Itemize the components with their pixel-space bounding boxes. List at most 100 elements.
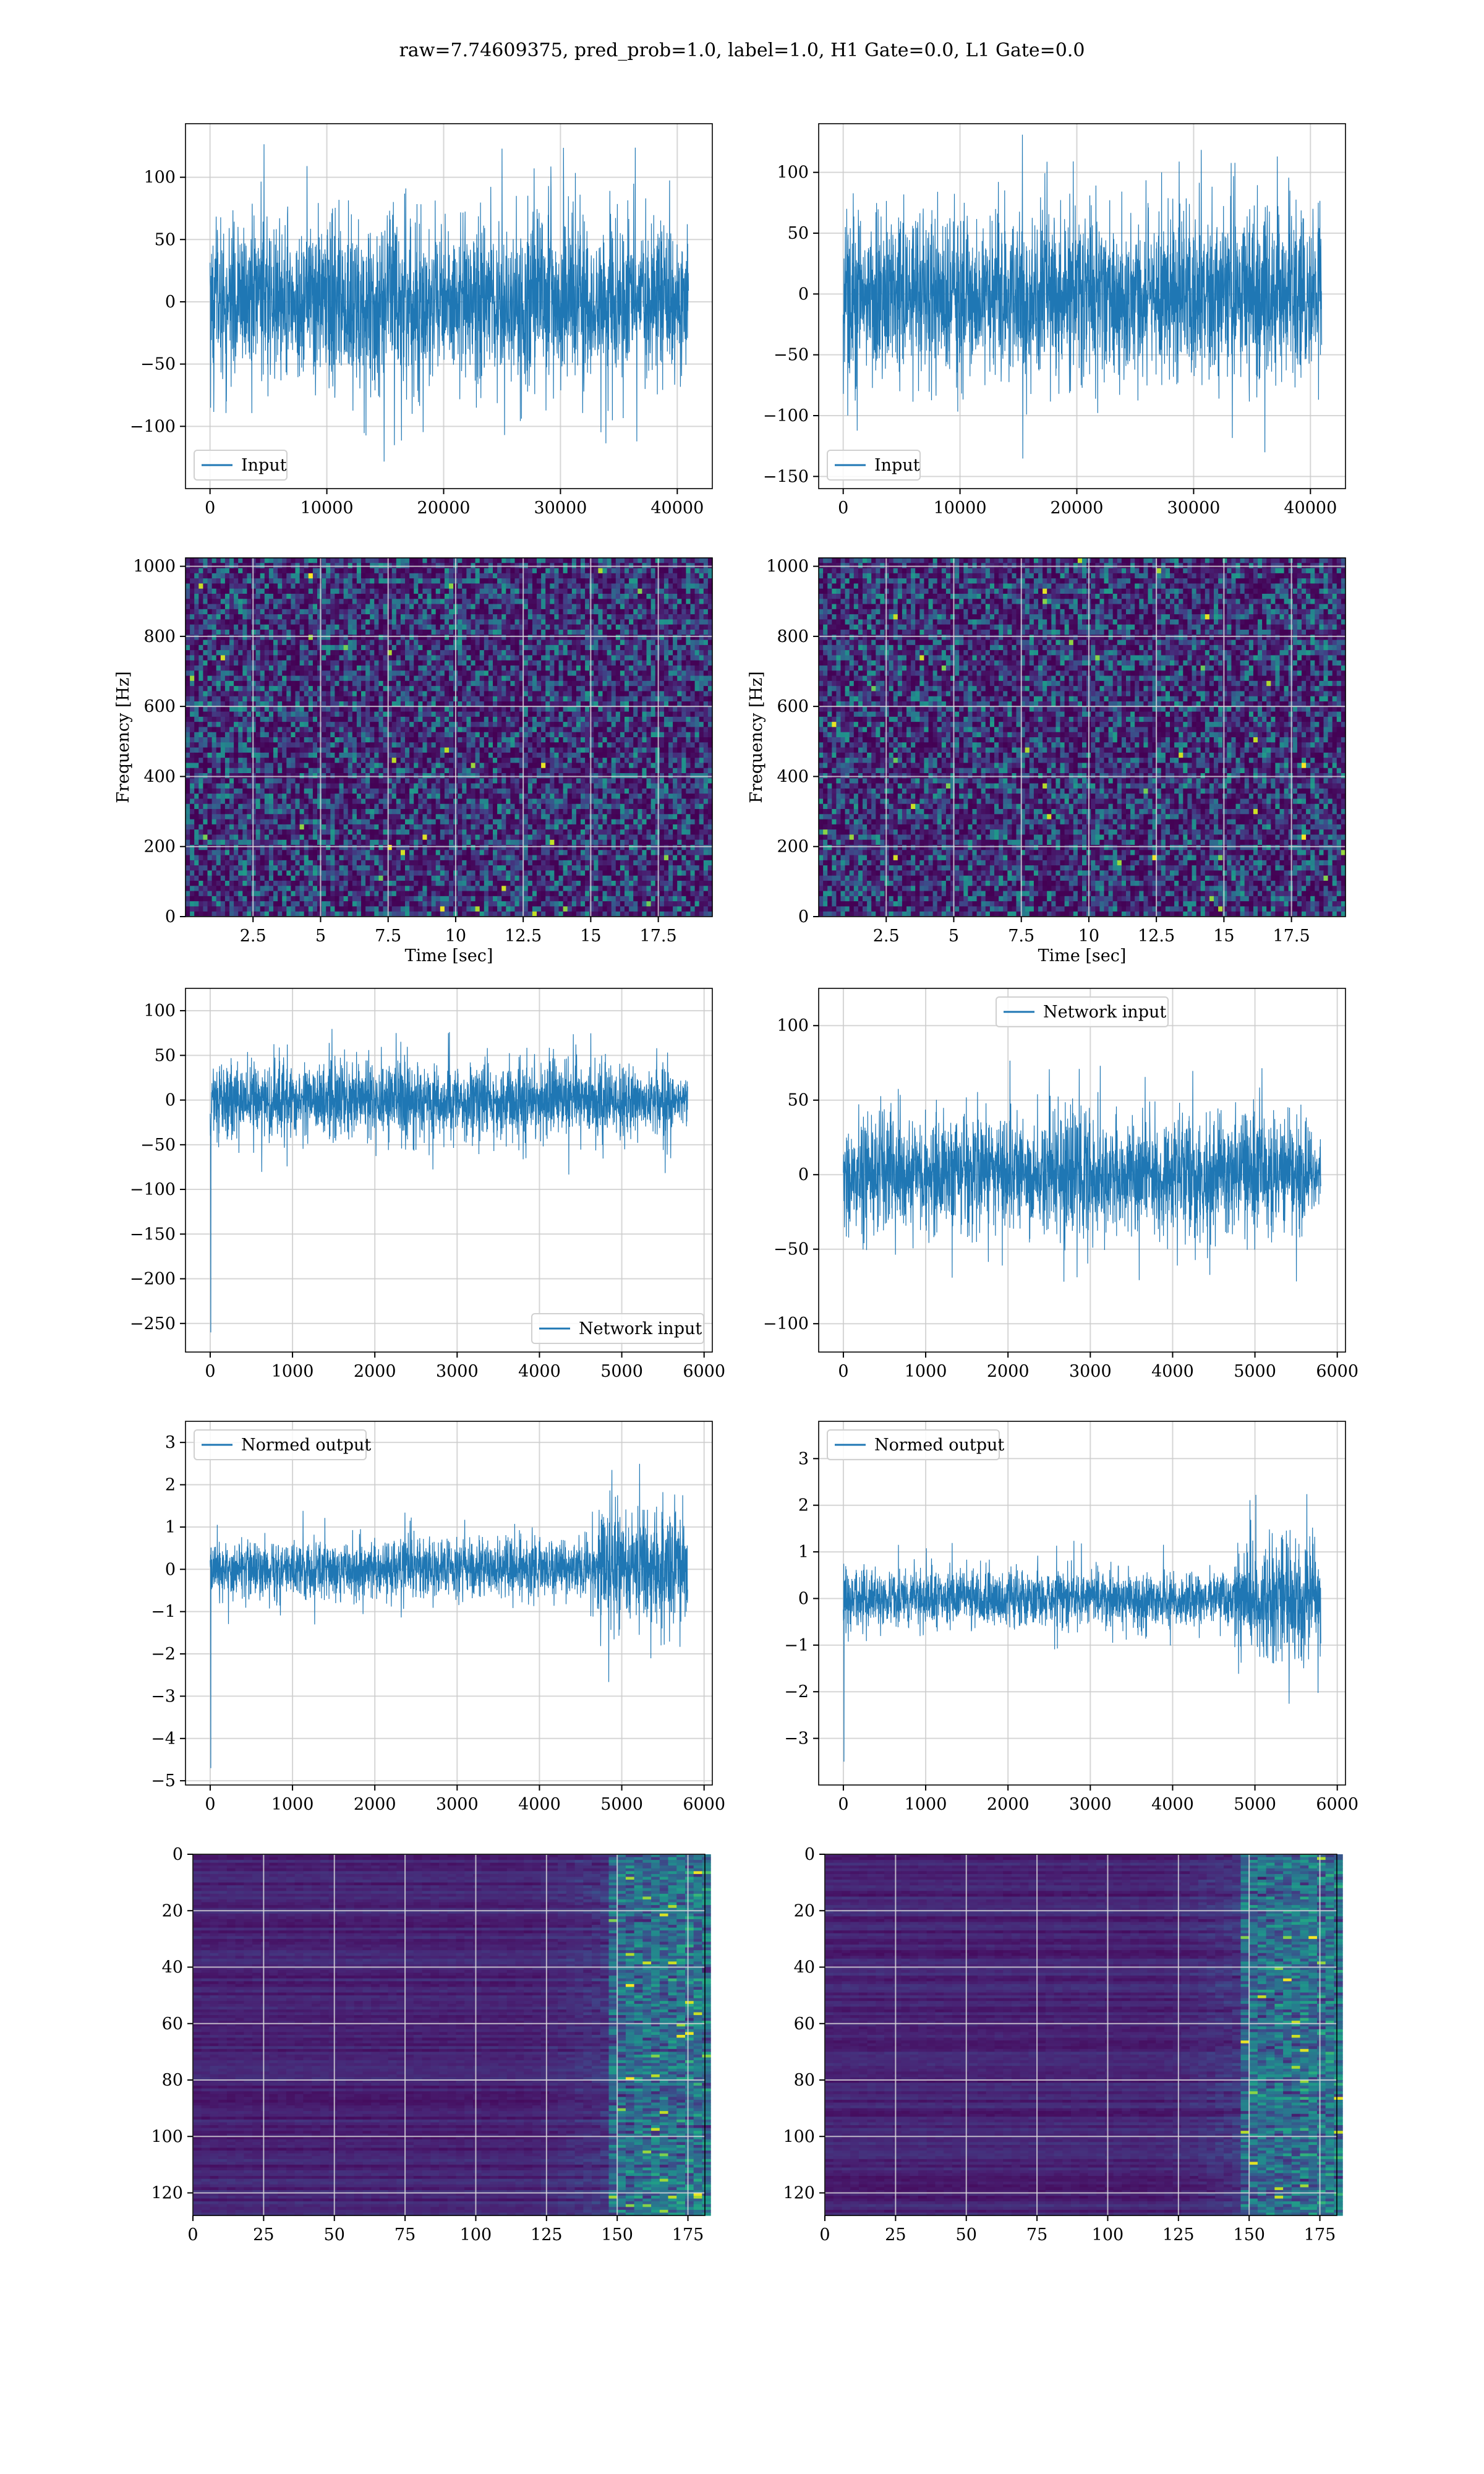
r2c1-cell [537, 655, 542, 661]
r2c1-cell [506, 568, 511, 574]
r2c1-cell [528, 650, 533, 656]
r2c1-cell [660, 676, 665, 682]
r2c1-cell [330, 573, 335, 579]
r2c1-cell [524, 578, 529, 584]
r2c1-cell [282, 722, 287, 727]
r2c1-cell [374, 748, 379, 753]
r2c1-cell [286, 661, 291, 666]
r2c1-cell [313, 635, 318, 640]
r2c1-cell [603, 558, 608, 563]
r2c1-cell [594, 583, 599, 589]
r2c1-cell [256, 650, 261, 656]
r2c1-cell [506, 589, 511, 594]
r2c1-cell [269, 666, 274, 671]
r2c1-cell [440, 594, 445, 599]
r2c1-cell [537, 686, 542, 691]
r2c1-cell [568, 753, 573, 758]
r2c1-cell [212, 727, 217, 732]
r2c1-cell [365, 670, 370, 676]
r2c1-cell [203, 614, 208, 620]
r2c1-cell [506, 691, 511, 696]
r2c1-cell [234, 686, 239, 691]
r2c1-cell [545, 640, 550, 646]
r2c1-cell [422, 758, 427, 763]
r2c1-cell [466, 686, 471, 691]
r2c1-cell [409, 670, 414, 676]
r2c1-cell [594, 717, 599, 722]
r2c1-cell [330, 686, 335, 691]
r2c1-cell [190, 589, 195, 594]
r2c1-cell [677, 604, 682, 610]
r2c1-cell [563, 558, 568, 563]
r2c1-cell [300, 614, 305, 620]
r2c1-cell [396, 676, 401, 682]
r2c1-cell [229, 732, 234, 738]
r2c1-cell [541, 630, 546, 635]
r2c1-cell [344, 573, 349, 579]
r2c1-cell [300, 686, 305, 691]
r2c1-cell [396, 691, 401, 696]
r2c1-cell [449, 604, 454, 610]
r2c1-cell [273, 640, 278, 646]
r2c1-cell [550, 758, 555, 763]
r2c1-cell [436, 589, 441, 594]
r2c1-cell [638, 630, 642, 635]
r2c1-cell [633, 686, 638, 691]
r2c1-cell [445, 568, 450, 574]
r2c1-cell [186, 599, 190, 604]
r2c1-cell [625, 573, 629, 579]
r2c1-cell [309, 712, 313, 717]
r2c1-cell [282, 609, 287, 615]
r2c1-cell [686, 722, 691, 727]
r2c1-cell [339, 625, 344, 630]
r2c1-cell [221, 758, 226, 763]
r2c1-cell [256, 670, 261, 676]
r2c1-cell [357, 645, 362, 651]
r2c1-cell [322, 625, 326, 630]
r2c1-cell [190, 763, 195, 768]
r2c1-cell [681, 717, 686, 722]
r2c1-cell [313, 670, 318, 676]
r2c1-cell [532, 722, 537, 727]
r2c1-cell [291, 635, 296, 640]
r2c1-cell [501, 722, 506, 727]
r2c1-cell [335, 722, 339, 727]
r2c1-cell [554, 763, 559, 768]
r2c1-cell [686, 670, 691, 676]
r2c1-cell [242, 696, 247, 702]
r2c1-cell [554, 614, 559, 620]
r2c1-cell [378, 737, 383, 743]
r2c1-cell [589, 712, 594, 717]
r2c1-cell [664, 748, 669, 753]
r2c1-cell [673, 578, 678, 584]
r2c1-cell [286, 573, 291, 579]
r2c1-cell [633, 614, 638, 620]
r2c1-cell [260, 666, 265, 671]
r2c1-cell [418, 609, 423, 615]
r2c1-cell [466, 727, 471, 732]
r2c1-cell [568, 640, 573, 646]
r2c1-cell [528, 666, 533, 671]
r2c1-cell [528, 594, 533, 599]
r2c1-cell [515, 655, 520, 661]
r2c1-cell [484, 619, 489, 625]
r2c1-cell [668, 737, 673, 743]
r2c1-cell [585, 614, 590, 620]
r2c1-cell [304, 630, 309, 635]
r2c1-cell [616, 712, 621, 717]
r2c1-cell [497, 599, 502, 604]
r2c1-cell [221, 696, 226, 702]
r2c1-cell [300, 676, 305, 682]
r2c1-cell [234, 681, 239, 687]
r2c1-cell [418, 625, 423, 630]
r2c1-cell [344, 609, 349, 615]
r2c1-cell [409, 558, 414, 563]
r2c1-cell [440, 568, 445, 574]
r2c1-cell [532, 666, 537, 671]
r2c1-cell [673, 650, 678, 656]
r2c1-cell [532, 589, 537, 594]
r2c1-cell [493, 594, 498, 599]
r2c1-cell [532, 640, 537, 646]
r2c1-cell [585, 681, 590, 687]
r2c1-cell [313, 573, 318, 579]
